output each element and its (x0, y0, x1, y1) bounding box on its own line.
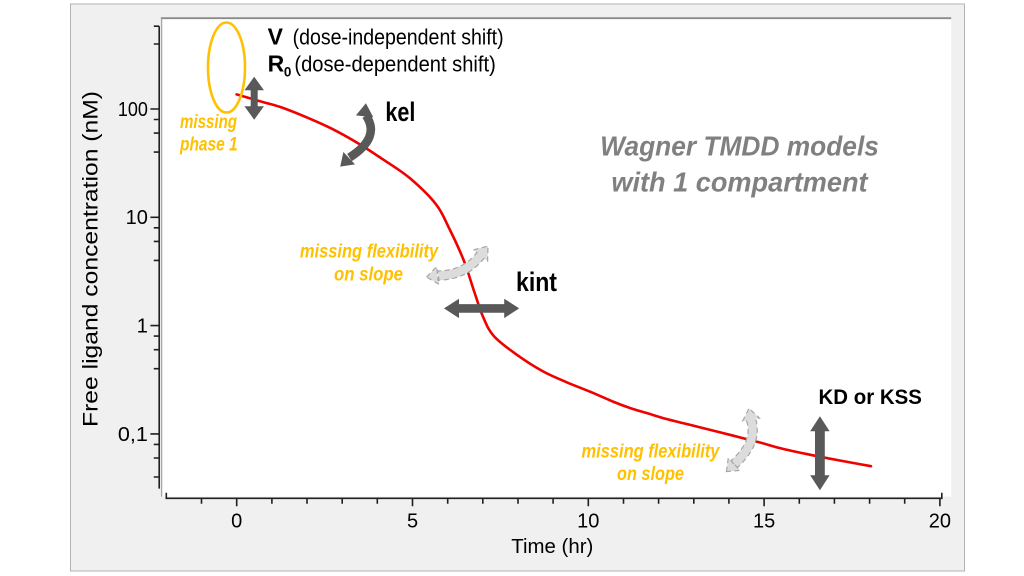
svg-text:15: 15 (753, 510, 775, 532)
svg-text:missing: missing (180, 112, 237, 133)
svg-text:R: R (268, 51, 285, 77)
svg-text:Wagner TMDD models: Wagner TMDD models (600, 131, 879, 162)
svg-text:missing flexibility: missing flexibility (300, 242, 440, 263)
svg-text:1: 1 (137, 316, 148, 338)
svg-text:(dose-independent shift): (dose-independent shift) (293, 25, 504, 50)
svg-text:10: 10 (577, 510, 599, 532)
svg-text:on slope: on slope (334, 264, 403, 285)
svg-text:0,1: 0,1 (118, 424, 148, 446)
svg-text:V: V (268, 24, 284, 50)
svg-text:5: 5 (407, 510, 418, 532)
svg-text:20: 20 (929, 510, 951, 532)
svg-text:0: 0 (231, 510, 242, 532)
svg-text:kint: kint (516, 267, 557, 297)
svg-text:Free ligand concentration (nM): Free ligand concentration (nM) (80, 91, 103, 427)
svg-text:KD or KSS: KD or KSS (819, 384, 922, 409)
svg-text:(dose-dependent shift): (dose-dependent shift) (294, 52, 495, 77)
svg-text:10: 10 (126, 207, 148, 229)
svg-text:Time (hr): Time (hr) (511, 535, 593, 558)
svg-text:phase 1: phase 1 (179, 134, 237, 155)
svg-text:0: 0 (284, 65, 292, 80)
svg-text:missing flexibility: missing flexibility (582, 442, 721, 463)
svg-text:kel: kel (385, 97, 415, 127)
svg-text:with 1 compartment: with 1 compartment (611, 167, 869, 198)
svg-text:100: 100 (118, 99, 148, 121)
svg-text:on slope: on slope (617, 464, 684, 485)
